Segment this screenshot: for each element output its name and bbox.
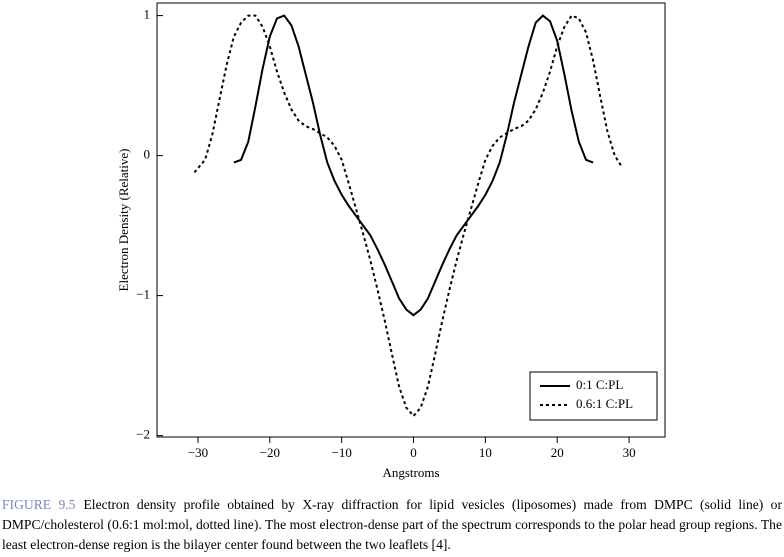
x-tick-label: −20 bbox=[260, 445, 280, 460]
x-axis-label: Angstroms bbox=[382, 465, 439, 480]
legend-label: 0:1 C:PL bbox=[576, 377, 623, 392]
x-tick-label: 30 bbox=[623, 445, 636, 460]
data-line bbox=[193, 14, 623, 418]
caption: FIGURE 9.5 Electron density profile obtai… bbox=[2, 495, 782, 555]
y-axis-label: Electron Density (Relative) bbox=[116, 149, 131, 292]
legend-label: 0.6:1 C:PL bbox=[576, 396, 633, 411]
caption-label: FIGURE 9.5 bbox=[2, 497, 76, 512]
y-tick-label: 0 bbox=[144, 147, 151, 162]
plot-frame bbox=[156, 2, 666, 438]
x-tick-label: −30 bbox=[188, 445, 208, 460]
legend-box bbox=[529, 371, 658, 421]
data-line bbox=[233, 14, 594, 317]
x-tick-label: 20 bbox=[551, 445, 564, 460]
y-tick-label: −2 bbox=[136, 427, 150, 442]
x-tick-label: −10 bbox=[331, 445, 351, 460]
chart: Angstroms Electron Density (Relative) −2… bbox=[116, 2, 666, 480]
x-tick-label: 10 bbox=[479, 445, 492, 460]
y-tick-label: 1 bbox=[144, 7, 151, 22]
x-tick-label: 0 bbox=[410, 445, 417, 460]
caption-text: Electron density profile obtained by X-r… bbox=[2, 497, 783, 552]
y-tick-label: −1 bbox=[136, 287, 150, 302]
